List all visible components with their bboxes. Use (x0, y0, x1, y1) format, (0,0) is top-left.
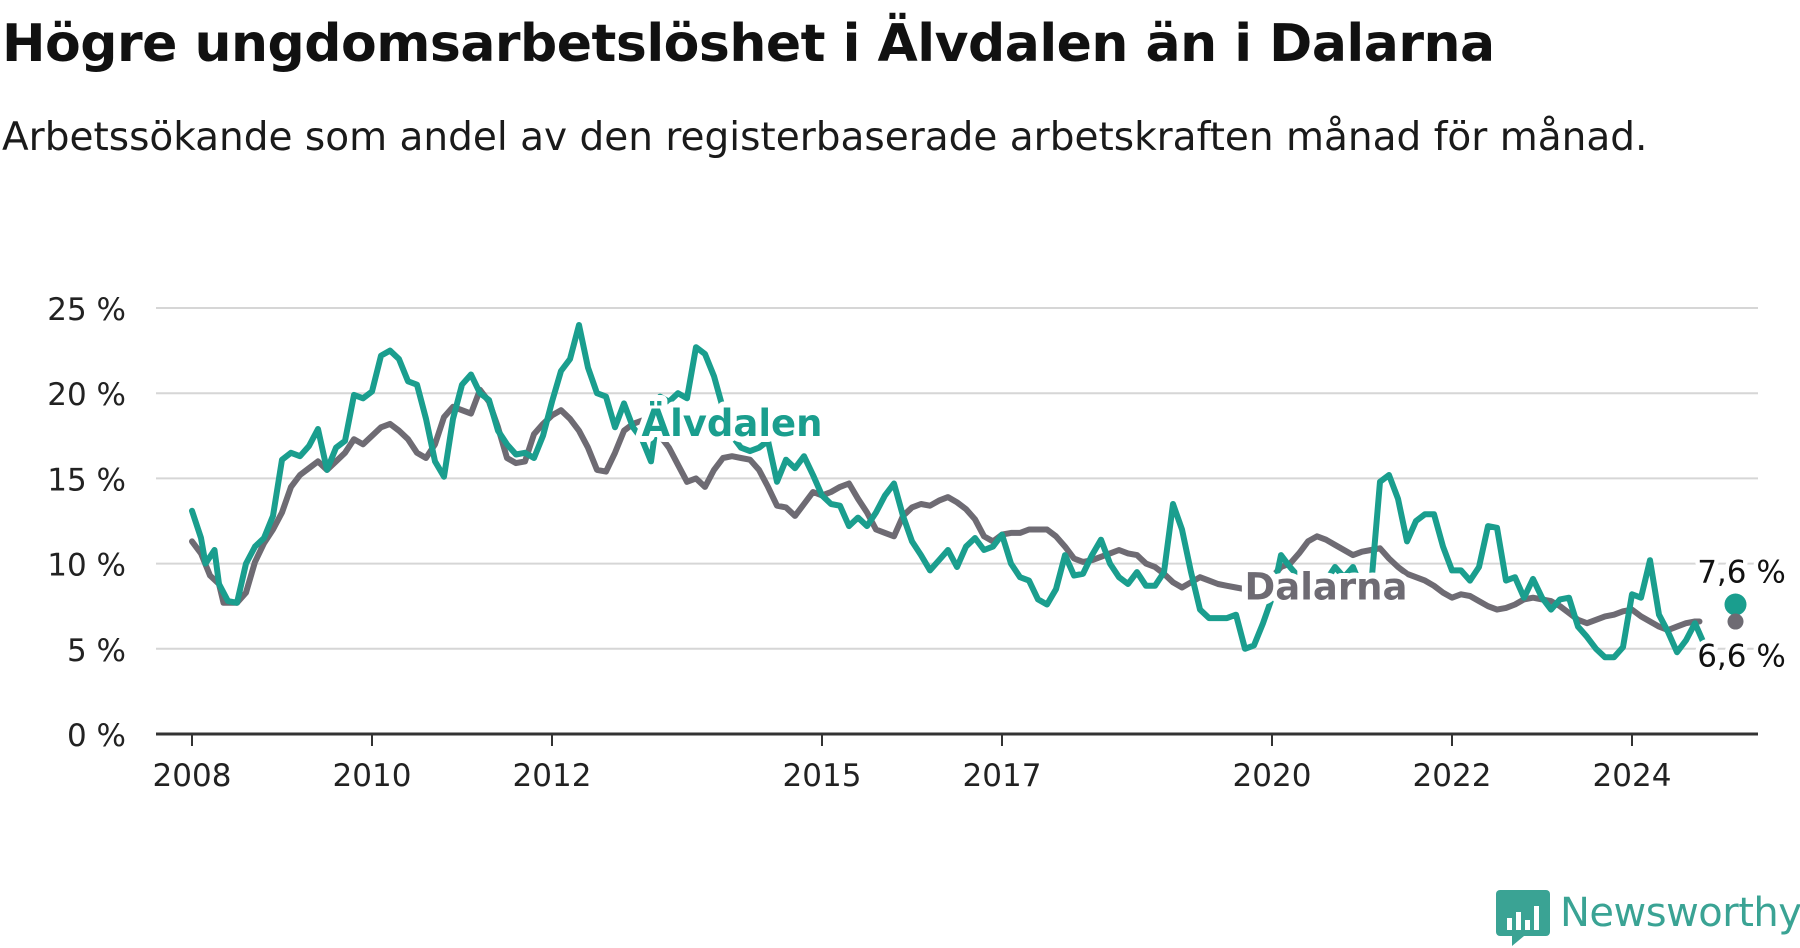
newsworthy-logo-icon (1496, 890, 1550, 946)
y-tick-label: 5 % (67, 633, 126, 669)
y-axis-ticks: 0 % 5 % 10 % 15 % 20 % 25 % (47, 292, 126, 754)
y-tick-label: 0 % (67, 718, 126, 754)
series-label-halo: Älvdalen (641, 401, 822, 445)
end-value-label-halo: 7,6 % (1697, 554, 1786, 590)
series-lines (189, 322, 1707, 661)
x-tick-label: 2017 (963, 758, 1042, 794)
y-tick-label: 15 % (47, 462, 126, 498)
end-value-label-halo: 6,6 % (1697, 639, 1786, 675)
x-tick-label: 2022 (1413, 758, 1492, 794)
y-tick-label: 25 % (47, 292, 126, 328)
series-line--lvdalen (189, 322, 1707, 661)
page-title: Högre ungdomsarbetslöshet i Älvdalen än … (2, 14, 1495, 74)
series-label: Älvdalen (641, 401, 822, 445)
page-subtitle: Arbetssökande som andel av den registerb… (2, 115, 1648, 160)
x-tick-label: 2008 (153, 758, 232, 794)
brand-name: Newsworthy (1560, 890, 1800, 936)
x-axis: 2008 2010 2012 2015 2017 2020 2022 2024 (153, 732, 1758, 794)
end-value-label: 6,6 % (1697, 639, 1786, 675)
end-marker (1724, 593, 1747, 616)
x-tick-label: 2020 (1233, 758, 1312, 794)
series-label: Dalarna (1245, 565, 1408, 608)
end-value-label: 7,6 % (1697, 554, 1786, 590)
x-tick-label: 2024 (1593, 758, 1672, 794)
series-line-dalarna (189, 386, 1703, 634)
y-tick-label: 10 % (47, 548, 126, 584)
y-tick-label: 20 % (47, 377, 126, 413)
x-tick-label: 2012 (513, 758, 592, 794)
x-tick-label: 2010 (333, 758, 412, 794)
end-marker (1727, 613, 1744, 630)
series-label-halo: Dalarna (1245, 565, 1408, 608)
gridlines (156, 307, 1758, 650)
x-tick-label: 2015 (783, 758, 862, 794)
